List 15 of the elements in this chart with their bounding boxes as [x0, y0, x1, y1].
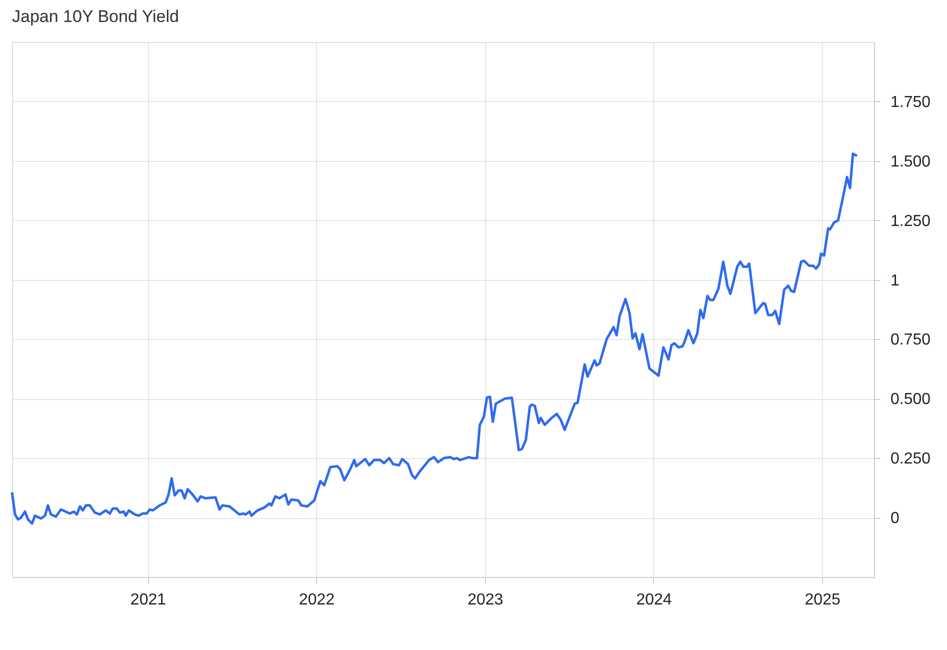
chart-title: Japan 10Y Bond Yield	[12, 7, 179, 26]
y-tick-label: 1	[890, 272, 900, 290]
y-tick-label: 0.250	[890, 450, 931, 468]
x-tick-label: 2024	[636, 592, 672, 608]
y-tick-label: 0.500	[890, 391, 931, 408]
x-tick-label: 2025	[804, 592, 840, 608]
x-tick-label: 2021	[130, 592, 166, 608]
y-tick-label: 1.500	[890, 153, 931, 170]
y-tick-label: 0	[890, 510, 900, 528]
y-tick-label: 1.750	[890, 94, 931, 111]
line-series	[10, 152, 858, 525]
x-tick-label: 2023	[468, 592, 504, 608]
y-tick-label: 0.750	[890, 332, 931, 349]
x-tick-label: 2022	[299, 592, 335, 608]
y-tick-label: 1.250	[890, 212, 931, 230]
